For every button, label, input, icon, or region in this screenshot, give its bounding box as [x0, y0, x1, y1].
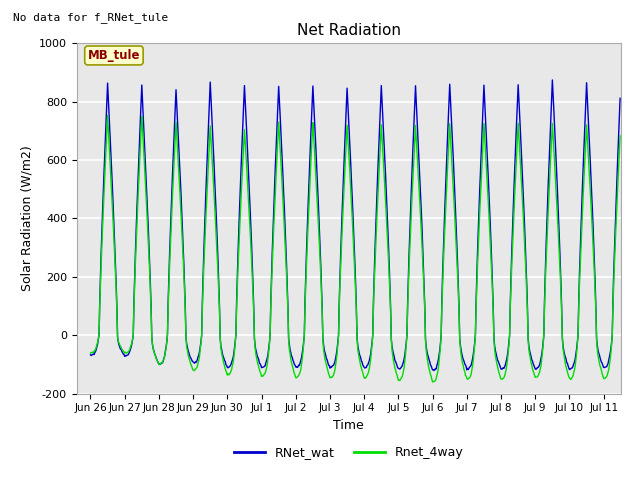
- X-axis label: Time: Time: [333, 419, 364, 432]
- Text: MB_tule: MB_tule: [88, 49, 140, 62]
- Title: Net Radiation: Net Radiation: [297, 23, 401, 38]
- Legend: RNet_wat, Rnet_4way: RNet_wat, Rnet_4way: [229, 442, 468, 465]
- Text: No data for f_RNet_tule: No data for f_RNet_tule: [13, 12, 168, 23]
- Y-axis label: Solar Radiation (W/m2): Solar Radiation (W/m2): [20, 145, 33, 291]
